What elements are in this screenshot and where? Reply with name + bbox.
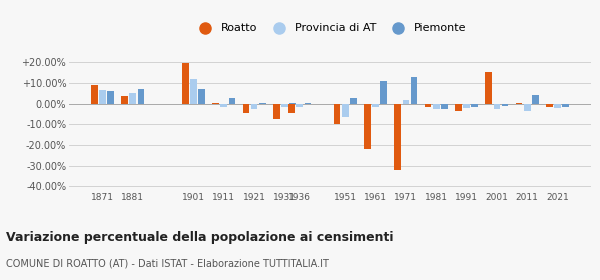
Bar [91, 85, 98, 104]
Bar [425, 104, 431, 107]
Bar [212, 103, 219, 104]
Bar [273, 104, 280, 119]
Bar [411, 77, 418, 104]
Bar [394, 104, 401, 170]
Bar [121, 96, 128, 104]
Bar [130, 93, 136, 104]
Bar [433, 104, 440, 109]
Bar [372, 104, 379, 107]
Bar [472, 104, 478, 107]
Bar [485, 71, 492, 104]
Bar [259, 102, 266, 104]
Bar [182, 63, 188, 104]
Bar [342, 104, 349, 117]
Bar [546, 104, 553, 107]
Bar [242, 104, 249, 113]
Bar [198, 89, 205, 104]
Bar [137, 89, 144, 104]
Bar [380, 81, 387, 104]
Bar [288, 104, 295, 113]
Bar [350, 98, 357, 104]
Bar [532, 95, 539, 104]
Bar [554, 104, 561, 108]
Bar [403, 101, 409, 104]
Bar [516, 102, 523, 104]
Legend: Roatto, Provincia di AT, Piemonte: Roatto, Provincia di AT, Piemonte [191, 21, 469, 36]
Bar [455, 104, 462, 111]
Text: Variazione percentuale della popolazione ai censimenti: Variazione percentuale della popolazione… [6, 231, 394, 244]
Bar [364, 104, 371, 149]
Bar [220, 104, 227, 107]
Bar [190, 79, 197, 104]
Bar [251, 104, 257, 109]
Bar [524, 104, 530, 111]
Bar [289, 102, 296, 104]
Bar [99, 90, 106, 104]
Bar [463, 104, 470, 108]
Bar [502, 104, 508, 106]
Bar [441, 104, 448, 109]
Text: COMUNE DI ROATTO (AT) - Dati ISTAT - Elaborazione TUTTITALIA.IT: COMUNE DI ROATTO (AT) - Dati ISTAT - Ela… [6, 259, 329, 269]
Bar [229, 98, 235, 104]
Bar [562, 104, 569, 107]
Bar [296, 104, 303, 107]
Bar [305, 102, 311, 104]
Bar [281, 104, 288, 107]
Bar [494, 104, 500, 109]
Bar [334, 104, 340, 124]
Bar [107, 91, 114, 104]
